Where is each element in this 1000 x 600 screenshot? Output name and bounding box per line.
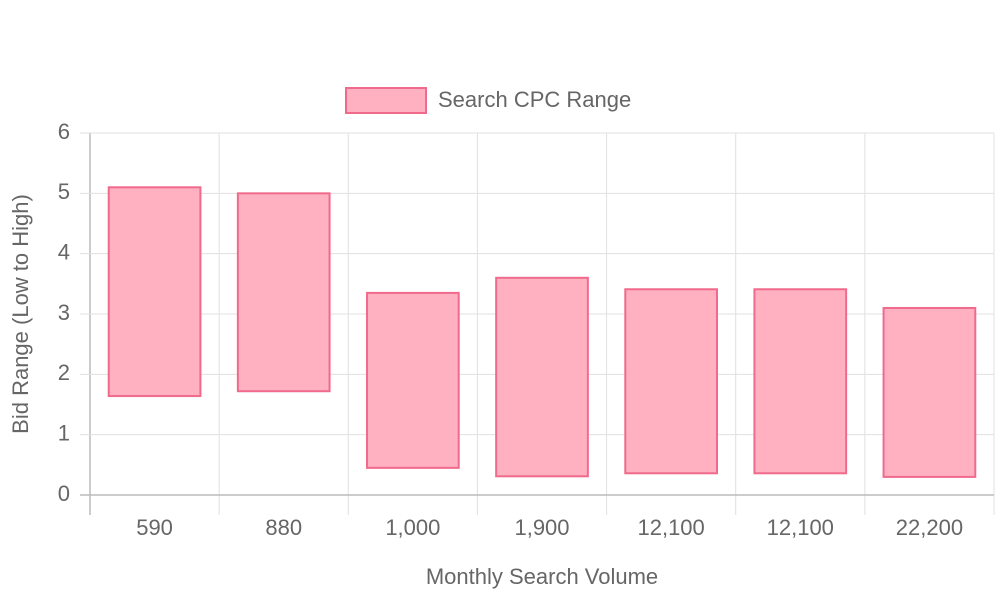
x-tick-label: 12,100	[767, 515, 834, 540]
y-tick-label: 4	[58, 239, 70, 264]
x-tick-label: 590	[136, 515, 173, 540]
x-tick-label: 12,100	[637, 515, 704, 540]
y-tick-label: 3	[58, 300, 70, 325]
legend-swatch	[345, 87, 427, 114]
x-tick-label: 880	[265, 515, 302, 540]
bar	[495, 276, 589, 478]
bar	[753, 288, 848, 475]
x-axis-title: Monthly Search Volume	[426, 564, 658, 589]
y-tick-label: 6	[58, 119, 70, 144]
y-tick-label: 2	[58, 360, 70, 385]
legend-label: Search CPC Range	[438, 87, 631, 112]
y-axis-title: Bid Range (Low to High)	[8, 194, 33, 434]
bar	[107, 186, 202, 398]
bar	[624, 288, 718, 475]
y-tick-label: 5	[58, 179, 70, 204]
x-tick-label: 1,000	[385, 515, 440, 540]
x-tick-label: 1,900	[514, 515, 569, 540]
bar	[882, 306, 977, 478]
bar	[366, 291, 460, 469]
y-tick-label: 1	[58, 420, 70, 445]
bar	[236, 192, 331, 393]
x-tick-label: 22,200	[896, 515, 963, 540]
y-tick-label: 0	[58, 481, 70, 506]
